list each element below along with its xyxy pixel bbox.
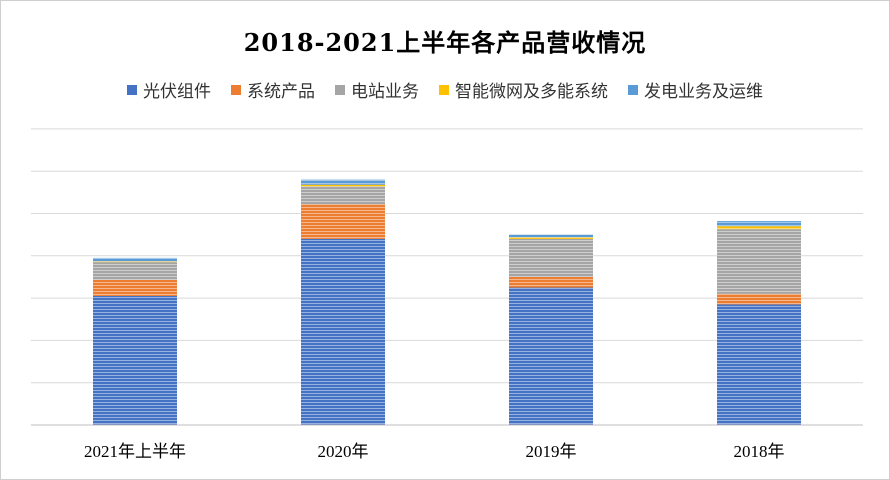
bar-segment-texture [93,262,177,280]
x-axis-labels: 2021年上半年 2020年 2019年 2018年 [84,442,785,461]
legend-label-microgrid: 智能微网及多能系统 [455,82,608,102]
legend-label-pv-modules: 光伏组件 [143,82,211,102]
x-tick-label: 2021年上半年 [84,442,186,461]
legend-item-system-products: 系统产品 [231,77,315,102]
bar-segment-texture [509,238,593,277]
legend-swatch-power-generation-om [628,84,638,95]
legend-swatch-pv-modules [127,84,137,95]
bar-segment-texture [301,179,385,185]
legend-item-power-generation-om: 发电业务及运维 [628,77,763,102]
bar-segment-texture [509,237,593,239]
bar-segment-texture [509,234,593,238]
bars [93,179,801,425]
bar-segment-texture [717,293,801,305]
bar-segment-texture [93,257,177,262]
legend-label-power-generation-om: 发电业务及运维 [644,82,763,102]
bar-segment-texture [93,295,177,425]
bar-segment-texture [93,261,177,263]
bar-segment-texture [717,226,801,230]
x-tick-label: 2019年 [526,442,577,461]
legend-swatch-power-station [335,84,345,95]
legend-item-power-station: 电站业务 [335,77,419,102]
x-tick-label: 2020年 [318,442,369,461]
legend-item-pv-modules: 光伏组件 [127,77,211,102]
bar-segment-texture [301,238,385,425]
bar-segment-texture [717,304,801,425]
chart-title: 2018-2021上半年各产品营收情况 [243,28,647,57]
legend-swatch-system-products [231,84,241,95]
legend-label-system-products: 系统产品 [247,82,315,102]
bar-segment-texture [93,279,177,296]
legend: 光伏组件 系统产品 电站业务 智能微网及多能系统 发电业务及运维 [1,77,889,102]
bar-segment-texture [717,229,801,294]
legend-label-power-station: 电站业务 [351,82,419,102]
bar-segment-texture [301,186,385,205]
x-tick-label: 2018年 [734,442,785,461]
bar-segment-texture [509,276,593,288]
bar-segment-texture [301,184,385,187]
legend-swatch-microgrid [439,84,449,95]
legend-item-microgrid: 智能微网及多能系统 [439,77,608,102]
bar-segment-texture [717,221,801,227]
bar-segment-texture [509,287,593,425]
bar-segment-texture [301,204,385,239]
